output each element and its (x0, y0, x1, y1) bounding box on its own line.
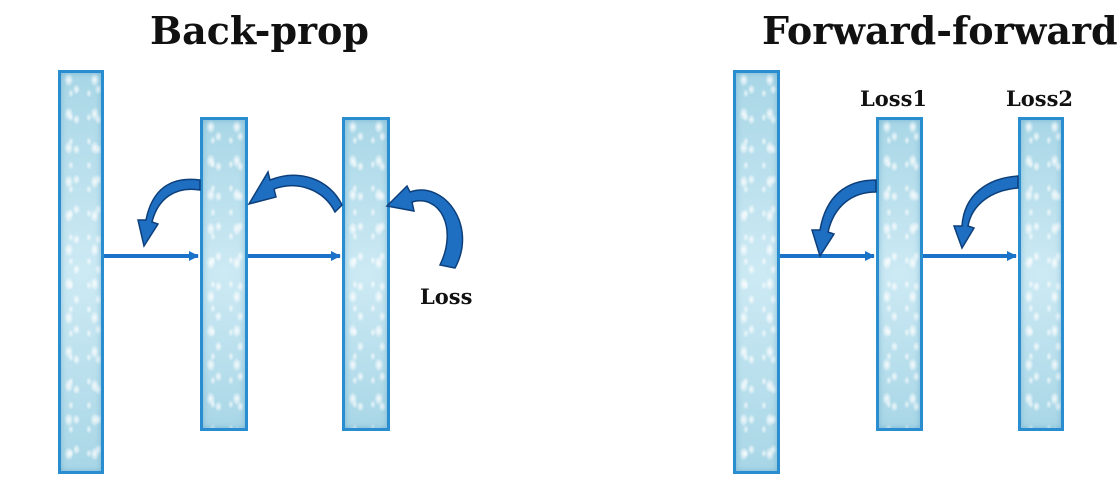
forward-forward-title: Forward-forward (762, 8, 1118, 53)
forward-forward-layer-3 (1018, 117, 1064, 431)
ff-loss1-label: Loss1 (860, 86, 928, 111)
backprop-loss-label: Loss (420, 284, 473, 309)
ff-local-curved-arrow-1 (810, 179, 877, 258)
backprop-layer-3 (342, 117, 390, 431)
backprop-curved-arrow-2 (247, 170, 343, 214)
backprop-title: Back-prop (150, 8, 369, 53)
backprop-layer-2 (200, 117, 248, 431)
ff-loss2-label: Loss2 (1006, 86, 1074, 111)
ff-local-curved-arrow-2 (952, 175, 1019, 250)
backprop-curved-arrow-1 (137, 178, 201, 248)
forward-forward-layer-2 (876, 117, 923, 431)
forward-forward-layer-1 (733, 70, 780, 474)
backprop-loss-curved-arrow (385, 184, 464, 269)
backprop-layer-1 (58, 70, 104, 474)
